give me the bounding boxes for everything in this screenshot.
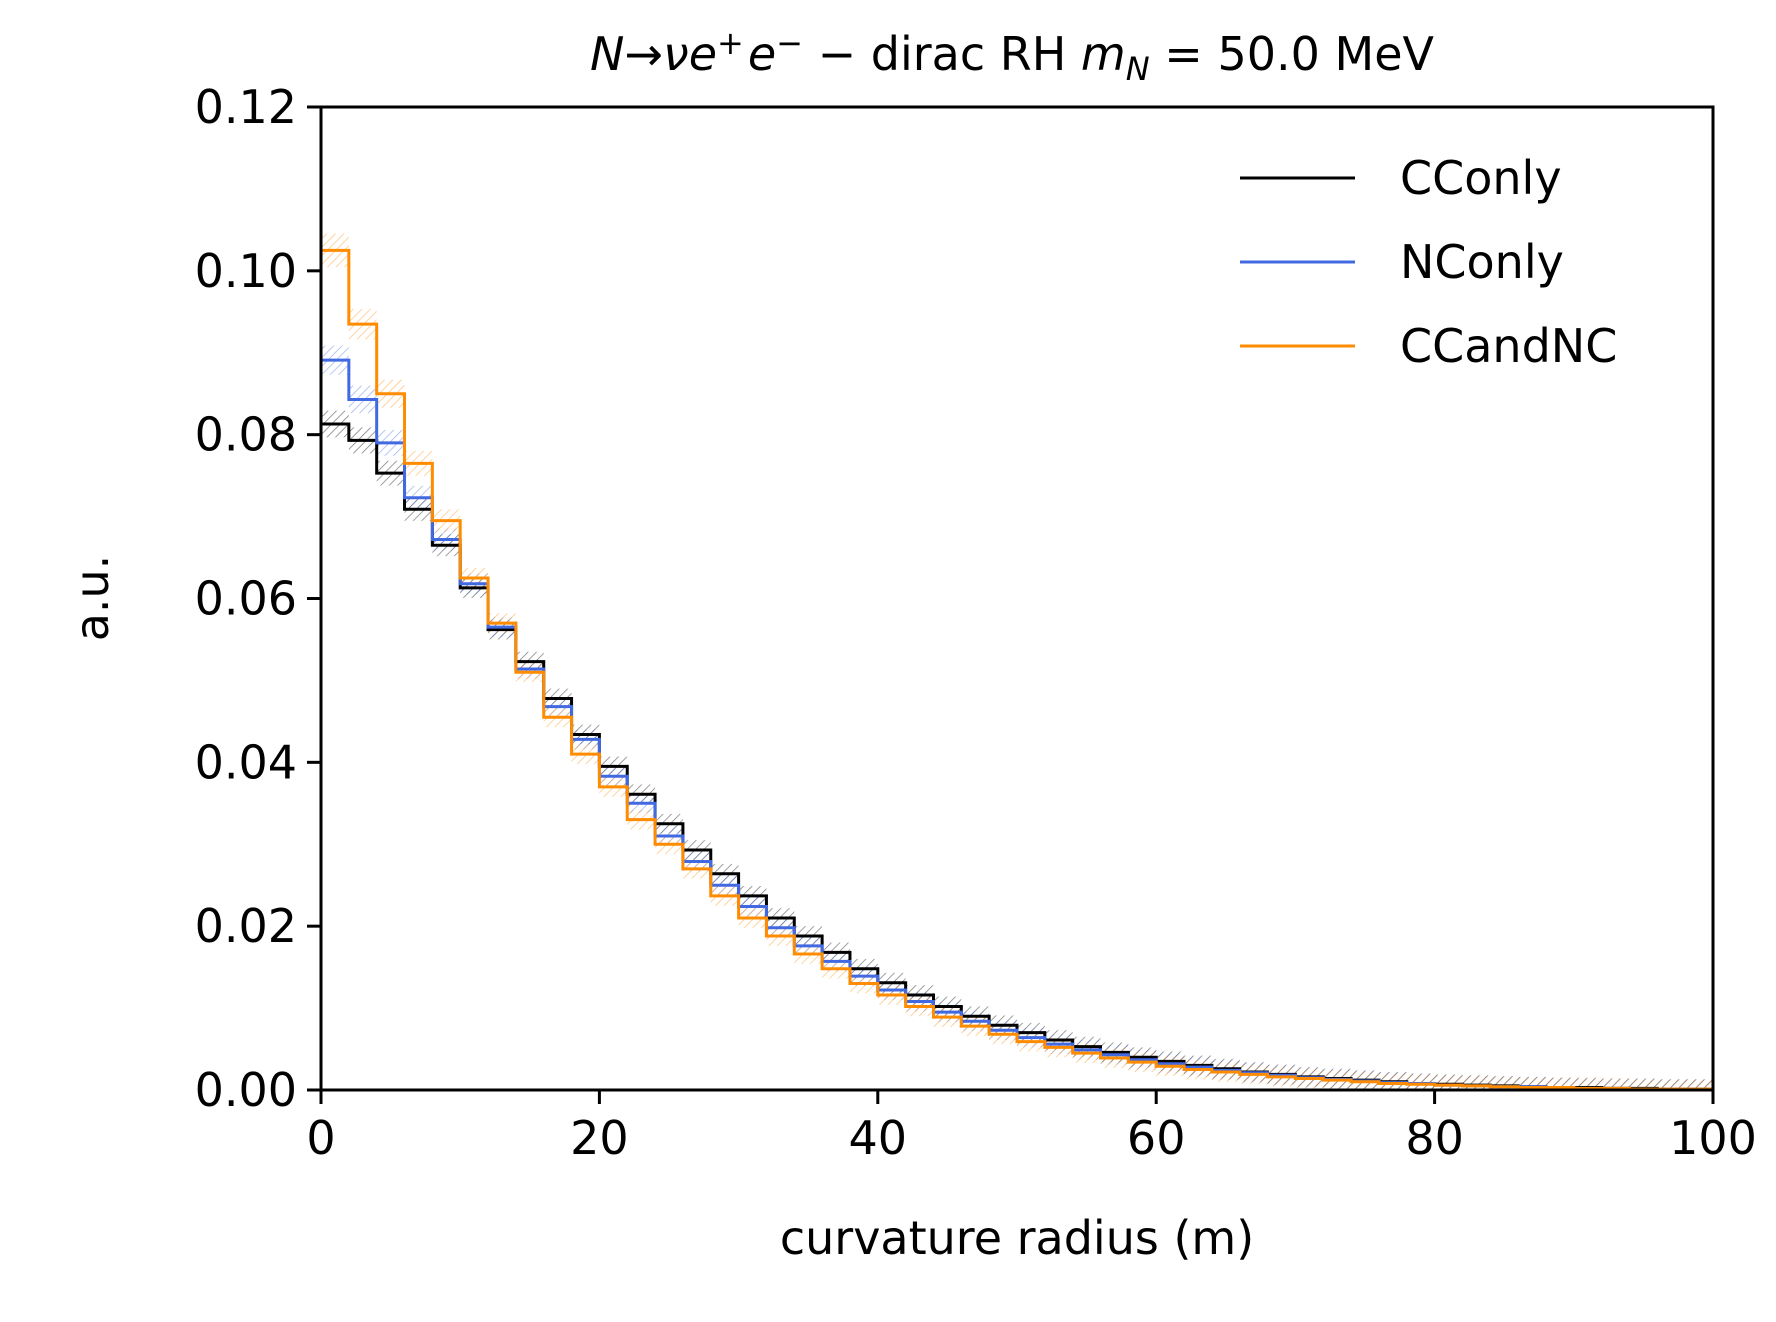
- title-e1: e: [689, 27, 717, 81]
- y-tick-label: 0.06: [195, 572, 297, 626]
- y-axis-label: a.u.: [65, 555, 119, 642]
- title-plus: +: [717, 24, 744, 62]
- ccandnc-band-46: [1601, 1078, 1630, 1090]
- step-lines: [321, 248, 1713, 1091]
- y-tick-label: 0.10: [195, 244, 297, 298]
- title-middle: − dirac RH: [803, 27, 1081, 81]
- y-axis-ticks: 0.00 0.02 0.04 0.06 0.08 0.10 0.12: [195, 80, 321, 1117]
- x-tick-label: 20: [570, 1111, 629, 1165]
- ccandnc-band-47: [1629, 1079, 1658, 1090]
- title-sub-N: N: [1126, 50, 1150, 88]
- x-axis-ticks: 0 20 40 60 80 100: [306, 1090, 1757, 1165]
- title-m: m: [1081, 27, 1126, 81]
- y-tick-label: 0.08: [195, 408, 297, 462]
- x-tick-label: 0: [306, 1111, 335, 1165]
- x-tick-label: 80: [1405, 1111, 1464, 1165]
- y-tick-label: 0.12: [195, 80, 297, 134]
- chart-title: N→νe+e− − dirac RH mN = 50.0 MeV: [590, 24, 1434, 88]
- series-line-nconly: [321, 358, 1713, 1091]
- title-e2: e: [748, 27, 776, 81]
- ccandnc-band-49: [1685, 1079, 1713, 1090]
- y-tick-label: 0.04: [195, 735, 297, 789]
- legend-label-cconly: CConly: [1400, 151, 1562, 205]
- x-tick-label: 100: [1669, 1111, 1757, 1165]
- series-line-ccandnc: [321, 248, 1713, 1091]
- x-axis-label: curvature radius (m): [780, 1211, 1254, 1265]
- x-tick-label: 40: [849, 1111, 908, 1165]
- legend: CConly NConly CCandNC: [1240, 151, 1617, 373]
- legend-label-nconly: NConly: [1400, 235, 1564, 289]
- title-nu: ν: [663, 27, 689, 81]
- ccandnc-band-40: [1434, 1075, 1463, 1090]
- series-line-cconly: [321, 422, 1713, 1091]
- title-minus: −: [776, 24, 803, 62]
- ccandnc-band-45: [1573, 1078, 1602, 1090]
- title-arrow: →: [624, 27, 663, 81]
- legend-label-ccandnc: CCandNC: [1400, 319, 1617, 373]
- x-tick-label: 60: [1127, 1111, 1186, 1165]
- ccandnc-band-41: [1462, 1076, 1491, 1090]
- title-value: = 50.0 MeV: [1150, 27, 1435, 81]
- y-tick-label: 0.02: [195, 899, 297, 953]
- ccandnc-band-48: [1657, 1079, 1686, 1090]
- title-N: N: [590, 27, 624, 81]
- y-tick-label: 0.00: [195, 1063, 297, 1117]
